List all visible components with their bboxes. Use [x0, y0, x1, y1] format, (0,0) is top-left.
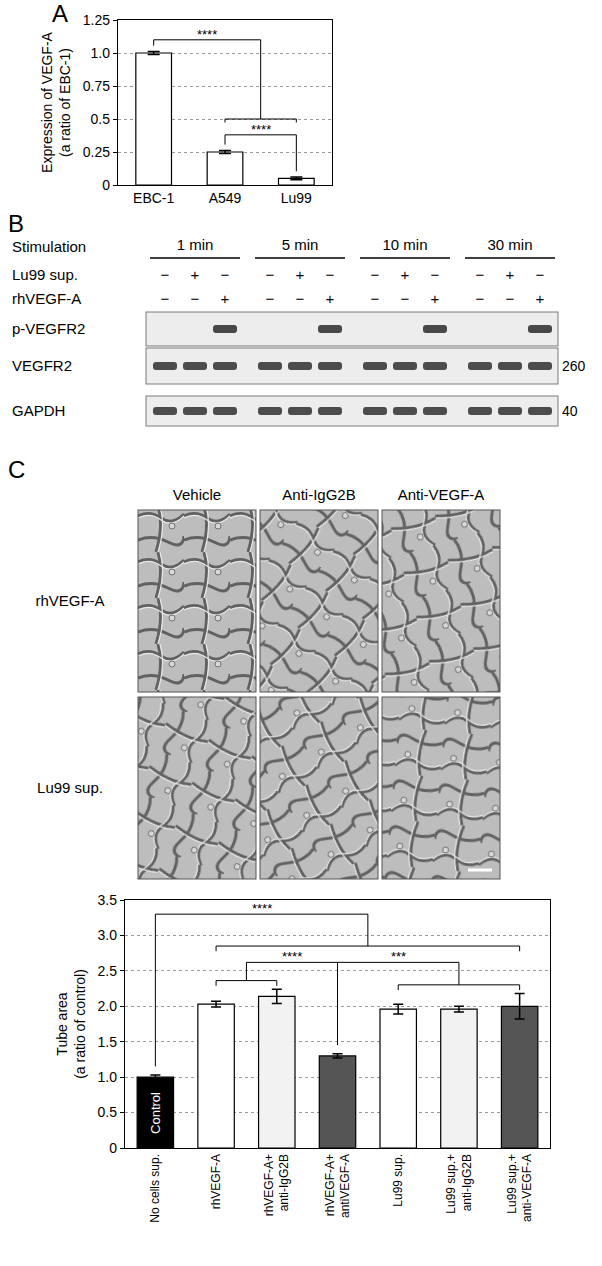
svg-text:2.0: 2.0: [98, 998, 118, 1014]
svg-text:Lu99 sup.+anti-IgG2B: Lu99 sup.+anti-IgG2B: [444, 1154, 474, 1214]
svg-text:****: ****: [197, 27, 217, 42]
svg-text:Control: Control: [148, 1092, 163, 1134]
svg-text:Tube area(a ratio of control): Tube area(a ratio of control): [54, 969, 88, 1079]
svg-text:−: −: [161, 290, 170, 307]
svg-text:Expression of VEGF-A(a ratio o: Expression of VEGF-A(a ratio of EBC-1): [39, 31, 73, 172]
svg-text:−: −: [266, 266, 275, 283]
svg-text:−: −: [401, 290, 410, 307]
svg-text:Stimulation: Stimulation: [12, 238, 86, 255]
svg-text:−: −: [191, 290, 200, 307]
svg-text:Lu99 sup.+anti-VEGF-A: Lu99 sup.+anti-VEGF-A: [505, 1154, 535, 1222]
svg-text:rhVEGF-A: rhVEGF-A: [12, 290, 81, 307]
svg-text:B: B: [8, 210, 24, 237]
svg-text:+: +: [296, 266, 305, 283]
svg-text:+: +: [221, 290, 230, 307]
svg-text:1 min: 1 min: [177, 236, 214, 253]
svg-text:1.0: 1.0: [91, 45, 111, 61]
svg-text:−: −: [371, 266, 380, 283]
svg-text:3.5: 3.5: [98, 892, 118, 908]
svg-text:rhVEGF-A: rhVEGF-A: [35, 592, 104, 609]
svg-text:p-VEGFR2: p-VEGFR2: [12, 320, 85, 337]
svg-text:−: −: [221, 266, 230, 283]
svg-text:2.5: 2.5: [98, 963, 118, 979]
svg-text:−: −: [161, 266, 170, 283]
svg-text:10 min: 10 min: [382, 236, 427, 253]
svg-text:0.25: 0.25: [83, 144, 110, 160]
svg-text:+: +: [536, 290, 545, 307]
svg-text:No cells sup.: No cells sup.: [148, 1154, 162, 1223]
svg-text:−: −: [536, 266, 545, 283]
svg-text:Lu99 sup.: Lu99 sup.: [12, 266, 78, 283]
svg-text:Lu99 sup.: Lu99 sup.: [391, 1154, 405, 1207]
svg-text:−: −: [266, 290, 275, 307]
svg-text:Lu99 sup.: Lu99 sup.: [37, 779, 103, 796]
svg-text:****: ****: [251, 122, 271, 137]
svg-text:GAPDH: GAPDH: [12, 402, 65, 419]
svg-text:rhVEGF-A+antiVEGF-A: rhVEGF-A+antiVEGF-A: [323, 1154, 353, 1218]
svg-text:Anti-VEGF-A: Anti-VEGF-A: [398, 486, 485, 503]
svg-text:Lu99: Lu99: [281, 190, 312, 206]
svg-text:260: 260: [562, 358, 586, 374]
svg-text:5 min: 5 min: [282, 236, 319, 253]
svg-text:+: +: [431, 290, 440, 307]
svg-text:0: 0: [109, 1140, 117, 1156]
svg-text:Anti-IgG2B: Anti-IgG2B: [282, 486, 355, 503]
svg-text:−: −: [326, 266, 335, 283]
svg-text:0.75: 0.75: [83, 78, 110, 94]
svg-text:1.25: 1.25: [83, 12, 110, 28]
svg-text:+: +: [401, 266, 410, 283]
svg-text:40: 40: [562, 403, 578, 419]
svg-text:1.5: 1.5: [98, 1034, 118, 1050]
svg-text:Vehicle: Vehicle: [173, 486, 221, 503]
svg-text:−: −: [506, 290, 515, 307]
svg-text:0: 0: [102, 177, 110, 193]
svg-text:****: ****: [252, 901, 272, 916]
svg-text:C: C: [8, 456, 25, 483]
svg-text:0.5: 0.5: [98, 1104, 118, 1120]
svg-text:−: −: [476, 266, 485, 283]
svg-text:+: +: [191, 266, 200, 283]
svg-text:1.0: 1.0: [98, 1069, 118, 1085]
svg-text:−: −: [371, 290, 380, 307]
svg-text:−: −: [296, 290, 305, 307]
svg-text:***: ***: [391, 949, 406, 964]
svg-text:+: +: [326, 290, 335, 307]
svg-text:−: −: [476, 290, 485, 307]
svg-text:A549: A549: [209, 190, 242, 206]
svg-text:rhVEGF-A: rhVEGF-A: [209, 1154, 223, 1209]
svg-text:30 min: 30 min: [487, 236, 532, 253]
svg-text:−: −: [431, 266, 440, 283]
svg-text:0.5: 0.5: [91, 111, 111, 127]
svg-text:EBC-1: EBC-1: [133, 190, 174, 206]
svg-text:rhVEGF-A+anti-IgG2B: rhVEGF-A+anti-IgG2B: [262, 1154, 292, 1216]
svg-text:3.0: 3.0: [98, 927, 118, 943]
svg-text:+: +: [506, 266, 515, 283]
svg-text:****: ****: [282, 949, 302, 964]
svg-text:A: A: [52, 0, 68, 27]
svg-text:VEGFR2: VEGFR2: [12, 357, 72, 374]
